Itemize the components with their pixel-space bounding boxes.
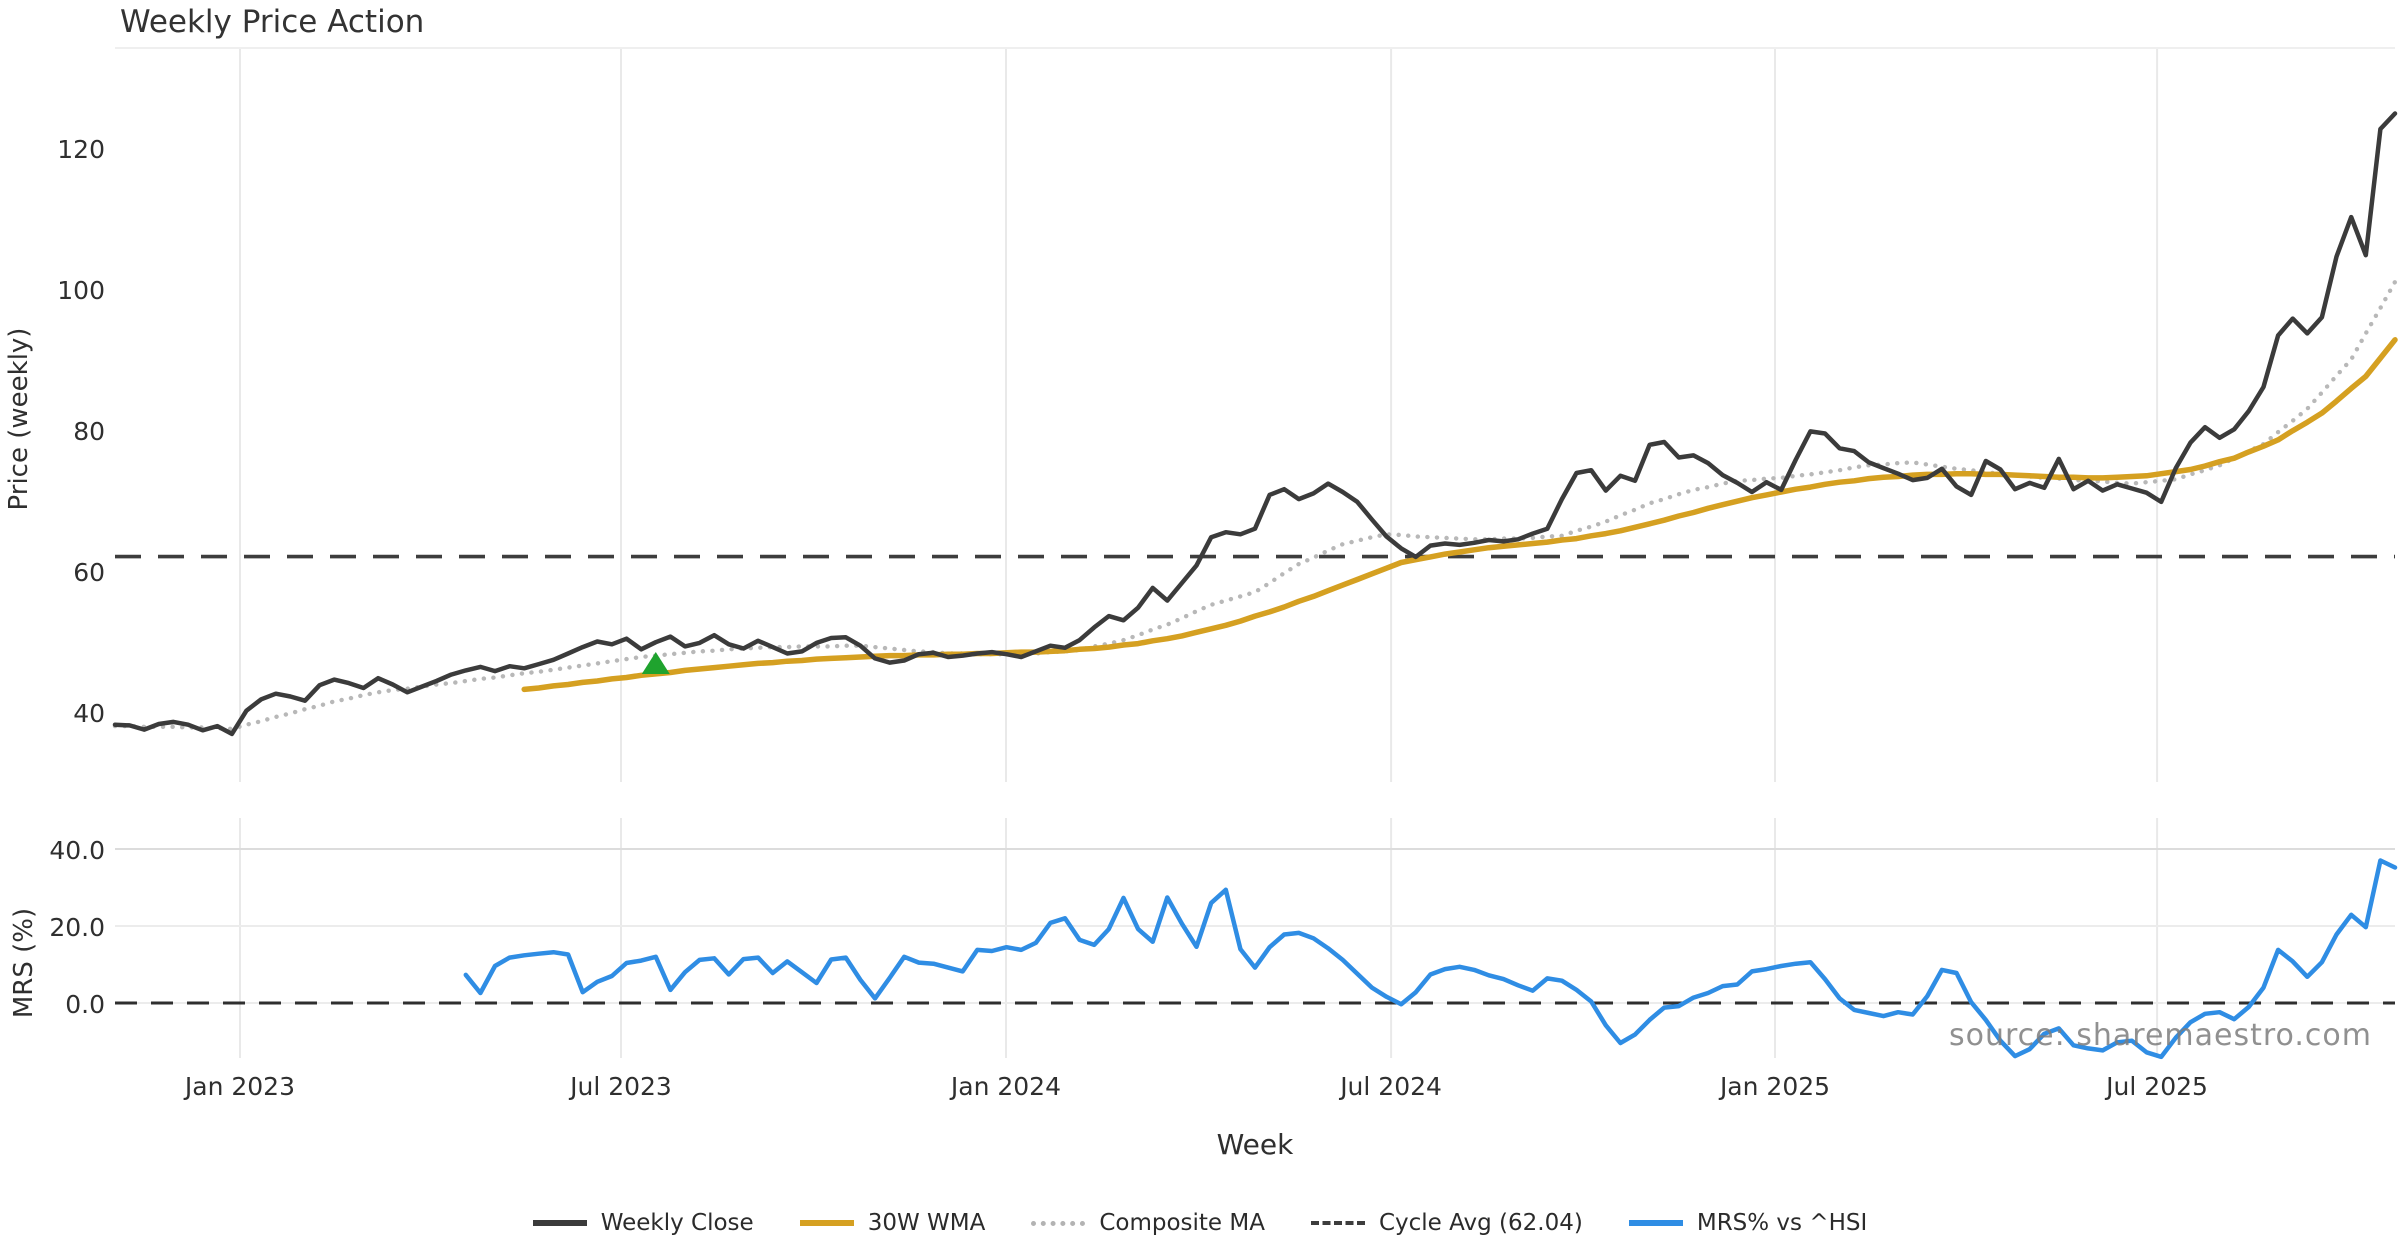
legend-label: Weekly Close [600, 1210, 754, 1236]
legend-label: Cycle Avg (62.04) [1378, 1210, 1583, 1236]
legend-swatch-solid [532, 1220, 587, 1226]
x-tick: Jul 2025 [2106, 1072, 2208, 1101]
legend-swatch-dashed [1310, 1221, 1365, 1225]
legend-item: Cycle Avg (62.04) [1310, 1210, 1583, 1236]
legend-swatch-solid [799, 1220, 854, 1226]
legend: Weekly Close 30W WMA Composite MA Cycle Avg… [0, 1210, 2400, 1236]
mrs-line [463, 858, 2398, 1060]
mrs-ytick: 20.0 [49, 913, 105, 942]
legend-swatch-dotted [1031, 1220, 1086, 1226]
price-ytick: 80 [73, 417, 105, 446]
legend-item: Composite MA [1031, 1210, 1265, 1236]
x-tick: Jul 2023 [570, 1072, 672, 1101]
x-tick: Jul 2024 [1340, 1072, 1442, 1101]
chart-title: Weekly Price Action [120, 4, 425, 40]
wma-30w-line [521, 337, 2398, 693]
x-tick: Jan 2024 [950, 1072, 1061, 1101]
legend-item: MRS% vs ^HSI [1628, 1210, 1868, 1236]
legend-label: 30W WMA [867, 1210, 986, 1236]
legend-item: Weekly Close [532, 1210, 754, 1236]
legend-item: 30W WMA [799, 1210, 986, 1236]
source-watermark: source: sharemaestro.com [1949, 1018, 2372, 1053]
legend-swatch-solid [1628, 1220, 1683, 1226]
price-ytick: 60 [73, 558, 105, 587]
legend-label: Composite MA [1099, 1210, 1265, 1236]
x-tick: Jan 2025 [1719, 1072, 1831, 1101]
price-ytick: 100 [57, 276, 105, 305]
x-axis-label: Week [1216, 1128, 1294, 1161]
weekly-close-line [112, 111, 2398, 737]
legend-label: MRS% vs ^HSI [1696, 1210, 1868, 1236]
x-tick: Jan 2023 [184, 1072, 295, 1101]
price-ytick: 120 [57, 135, 105, 164]
mrs-ytick: 0.0 [65, 990, 105, 1019]
price-ytick: 40 [73, 699, 105, 728]
buy-signal-marker [641, 652, 670, 675]
composite-ma-line [112, 279, 2398, 732]
mrs-ytick: 40.0 [49, 836, 105, 865]
